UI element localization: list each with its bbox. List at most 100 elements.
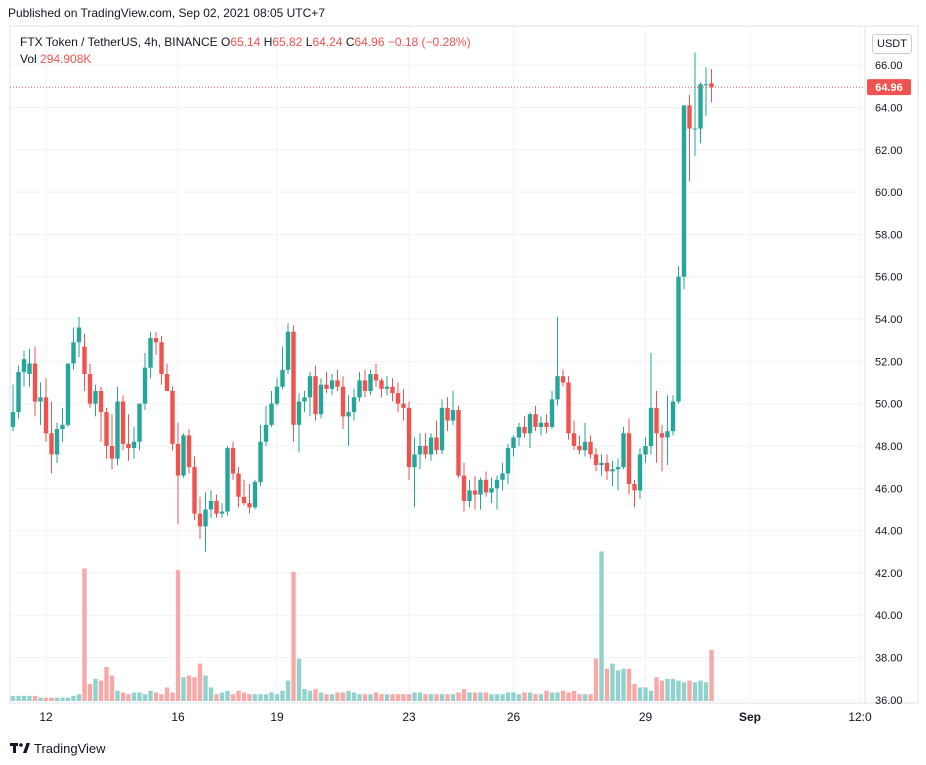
volume-bar	[225, 690, 230, 701]
volume-bar	[434, 694, 439, 701]
candle-body	[637, 454, 643, 491]
volume-bar	[49, 697, 54, 701]
volume-bar	[648, 690, 654, 701]
volume-bar	[439, 694, 445, 701]
high-label: H	[263, 35, 273, 49]
volume-bar	[676, 680, 681, 701]
candle-body	[401, 403, 406, 408]
currency-selector[interactable]: USDT	[872, 34, 912, 54]
candle-body	[93, 390, 98, 404]
candle-body	[582, 441, 588, 451]
volume-bar	[390, 694, 395, 701]
high-value: 65.82	[272, 35, 303, 49]
volume-bar	[214, 694, 219, 701]
candle-body	[445, 407, 450, 421]
candle-body	[450, 410, 456, 421]
volume-bar	[505, 692, 511, 701]
footer-brand-text: TradingView	[34, 740, 106, 756]
candle-body	[654, 407, 659, 434]
candle-body	[626, 433, 632, 485]
chart-grid	[9, 25, 919, 704]
candle-body	[632, 484, 637, 491]
volume-bar	[417, 692, 423, 701]
footer-brand[interactable]: TradingView	[10, 738, 106, 758]
candle-body	[456, 410, 461, 476]
volume-bar	[472, 692, 478, 701]
candle-body	[87, 374, 93, 404]
symbol-name: FTX Token / TetherUS, 4h, BINANCE	[20, 35, 218, 49]
candle-body	[489, 488, 494, 493]
chart-axes: 36.00 38.00 40.00 42.00 44.00 46.00 48.00 50.00…	[10, 60, 911, 724]
candle-body	[439, 407, 445, 451]
candle-body	[104, 412, 109, 446]
volume-bar	[307, 690, 313, 701]
candle-body	[709, 83, 714, 88]
candle-body	[65, 363, 71, 425]
volume-bar	[274, 694, 280, 701]
volume-bar	[252, 694, 258, 701]
x-tick-label: 12	[39, 710, 53, 724]
low-value: 64.24	[312, 35, 343, 49]
candle-body	[549, 399, 555, 427]
candle-body	[390, 386, 395, 394]
volume-bar	[538, 694, 544, 701]
volume-bar	[632, 684, 637, 701]
volume-bar	[104, 667, 109, 701]
candle-body	[10, 412, 16, 427]
candle-body	[120, 401, 126, 444]
candle-body	[423, 445, 428, 455]
volume-bar	[599, 551, 604, 701]
tradingview-logo-icon	[10, 741, 30, 755]
candle-body	[318, 384, 324, 415]
candle-body	[49, 433, 54, 455]
candle-body	[665, 431, 670, 438]
volume-bar	[148, 690, 153, 701]
candle-body	[362, 380, 368, 391]
volume-bar	[445, 694, 450, 701]
volume-bar	[324, 694, 329, 701]
candle-body	[307, 376, 313, 398]
candle-body	[483, 479, 489, 493]
candle-body	[511, 437, 516, 449]
volume-bar	[76, 694, 82, 701]
volume-bar	[137, 692, 142, 701]
candle-body	[467, 490, 472, 501]
candle-body	[115, 401, 120, 459]
candle-body	[170, 390, 175, 444]
open-value: 65.14	[230, 35, 261, 49]
candle-body	[687, 105, 692, 129]
candle-body	[181, 435, 186, 476]
volume-bar	[373, 692, 379, 701]
y-tick-label: 62.00	[875, 145, 903, 157]
volume-bar	[500, 694, 505, 701]
candle-body	[357, 380, 362, 398]
volume-bar	[643, 687, 648, 701]
y-tick-label: 38.00	[875, 653, 903, 665]
candle-body	[643, 445, 648, 455]
volume-value: 294.908K	[40, 52, 92, 66]
volume-bar	[412, 692, 417, 701]
candle-body	[131, 441, 137, 449]
y-tick-label: 46.00	[875, 483, 903, 495]
candle-body	[142, 367, 148, 404]
volume-bar	[126, 694, 131, 701]
volume-bar	[670, 678, 676, 701]
volume-bar	[109, 675, 115, 701]
low-label: L	[305, 35, 313, 49]
volume-bar	[544, 690, 549, 701]
candle-body	[247, 503, 252, 508]
y-tick-label: 58.00	[875, 229, 903, 241]
x-tick-label: 29	[639, 710, 653, 724]
candle-body	[621, 433, 626, 468]
volume-bar	[362, 694, 368, 701]
volume-bar	[82, 568, 87, 701]
candle-body	[698, 84, 703, 129]
candle-body	[263, 424, 269, 442]
candle-body	[500, 473, 505, 480]
volume-bar	[357, 694, 362, 701]
candle-body	[610, 469, 615, 472]
volume-bar	[621, 668, 626, 701]
candle-body	[16, 371, 21, 413]
candle-body	[494, 479, 500, 489]
